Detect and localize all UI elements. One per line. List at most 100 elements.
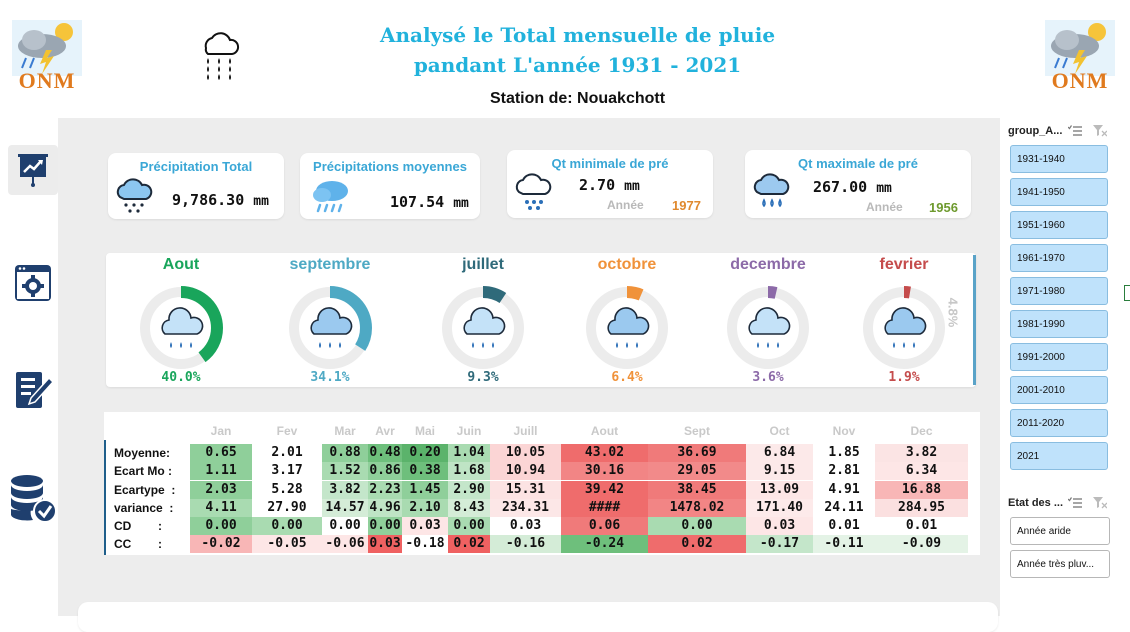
row-label: Ecart Mo :: [114, 464, 173, 478]
month-name: Aout: [162, 256, 200, 273]
gauge-arc: [726, 286, 810, 370]
monthly-share-card: 4.8%: [106, 253, 976, 387]
slicer-title-etat: Etat des ...: [1008, 497, 1064, 509]
slicer-item-1961-1970[interactable]: 1961-1970: [1010, 244, 1108, 272]
clear-filter-icon[interactable]: [1093, 496, 1108, 514]
table-cell: 16.88: [875, 481, 968, 499]
table-cell: 3.17: [252, 462, 322, 480]
slicer-item-1981-1990[interactable]: 1981-1990: [1010, 310, 1108, 338]
month-percentage: 3.6%: [752, 370, 784, 385]
kpi-card-mean: Précipitations moyennes 107.54 mm: [300, 153, 480, 219]
table-cell: 0.00: [648, 517, 746, 535]
table-cell: 0.65: [190, 444, 252, 462]
kpi-value: 2.70 mm: [579, 176, 640, 194]
table-cell: 1.04: [448, 444, 490, 462]
table-cell: 234.31: [490, 499, 561, 517]
month-name: octobre: [597, 256, 657, 273]
table-cell: 2.23: [368, 481, 402, 499]
kpi-card-min: Qt minimale de pré 2.70 mm Année 1977: [507, 150, 713, 218]
slicer-options-icon[interactable]: [1067, 124, 1082, 142]
table-cell: 13.09: [746, 481, 813, 499]
column-header: Aout: [590, 424, 619, 438]
table-cell: 1.68: [448, 462, 490, 480]
nav-settings-button[interactable]: [8, 258, 58, 308]
month-name: decembre: [730, 256, 806, 273]
logo-text: ONM: [18, 68, 76, 93]
table-cell: 39.42: [561, 481, 648, 499]
gauge-arc: [862, 286, 946, 370]
month-percentage: 6.4%: [611, 370, 643, 385]
month-gauge: [288, 286, 372, 370]
column-header: Mai: [414, 424, 435, 438]
rain-cloud-icon: [116, 178, 153, 213]
kpi-value: 107.54 mm: [390, 193, 469, 211]
table-cell: 0.03: [746, 517, 813, 535]
kpi-year: 1956: [929, 200, 958, 215]
slicer-item-2011-2020[interactable]: 2011-2020: [1010, 409, 1108, 437]
month-name: fevrier: [879, 256, 929, 273]
kpi-year-label: Année: [607, 198, 644, 212]
nav-dashboard-button[interactable]: [8, 145, 58, 195]
table-cell: 1.85: [813, 444, 875, 462]
table-cell: 284.95: [875, 499, 968, 517]
table-cell: 0.38: [402, 462, 448, 480]
table-cell: -0.11: [813, 535, 875, 553]
slicer-item-2021[interactable]: 2021: [1010, 442, 1108, 470]
weather-logo-icon: [1045, 20, 1115, 76]
month-percentage: 40.0%: [161, 370, 201, 385]
slicer-item-2001-2010[interactable]: 2001-2010: [1010, 376, 1108, 404]
column-header: Avr: [375, 424, 395, 438]
slicer-item-1991-2000[interactable]: 1991-2000: [1010, 343, 1108, 371]
table-cell: 2.10: [402, 499, 448, 517]
rain-cloud-icon: [310, 307, 353, 348]
column-header: Nov: [832, 424, 856, 438]
gauge-arc: [288, 286, 372, 370]
card-divider: [973, 255, 976, 385]
table-cell: 0.86: [368, 462, 402, 480]
slicer-item-etat-0[interactable]: Année aride: [1010, 517, 1110, 545]
table-cell: 3.82: [322, 481, 368, 499]
table-cell: 0.01: [813, 517, 875, 535]
column-header: Juill: [513, 424, 538, 438]
slicer-item-1971-1980[interactable]: 1971-1980: [1010, 277, 1108, 305]
month-gauge: [585, 286, 669, 370]
rain-cloud-icon: [607, 307, 650, 348]
slicer-item-1931-1940[interactable]: 1931-1940: [1010, 145, 1108, 173]
slicer-item-1941-1950[interactable]: 1941-1950: [1010, 178, 1108, 206]
slicer-item-etat-1[interactable]: Année très pluv...: [1010, 550, 1110, 578]
table-cell: -0.18: [402, 535, 448, 553]
nav-database-button[interactable]: [8, 473, 58, 523]
month-gauge: [726, 286, 810, 370]
slicer-options-icon[interactable]: [1067, 496, 1082, 514]
kpi-card-total: Précipitation Total 9,786.30 mm: [108, 153, 284, 219]
onm-logo-left: ONM: [12, 20, 82, 94]
row-label: CD :: [114, 519, 162, 533]
kpi-title: Qt minimale de pré: [551, 156, 669, 171]
table-cell: 2.03: [190, 481, 252, 499]
column-header: Sept: [683, 424, 710, 438]
nav-edit-button[interactable]: [8, 365, 58, 415]
rain-cloud-icon: [198, 30, 240, 87]
table-cell: 0.20: [402, 444, 448, 462]
table-cell: -0.09: [875, 535, 968, 553]
table-cell: 8.43: [448, 499, 490, 517]
table-cell: 15.31: [490, 481, 561, 499]
kpi-unit: mm: [624, 179, 640, 194]
logo-text: ONM: [1051, 68, 1109, 93]
kpi-value: 267.00 mm: [813, 178, 892, 196]
gauge-arc: [585, 286, 669, 370]
table-cell: 0.03: [402, 517, 448, 535]
table-cell: 10.94: [490, 462, 561, 480]
scroll-indicator: [1124, 285, 1130, 301]
clear-filter-icon[interactable]: [1093, 124, 1108, 142]
gauge-arc: [441, 286, 525, 370]
table-cell: 38.45: [648, 481, 746, 499]
rain-cloud-icon: [515, 173, 552, 210]
row-label: variance :: [114, 501, 174, 515]
table-cell: 1.11: [190, 462, 252, 480]
kpi-unit: mm: [253, 194, 269, 209]
column-header: Juin: [456, 424, 482, 438]
table-cell: 4.91: [813, 481, 875, 499]
slicer-item-1951-1960[interactable]: 1951-1960: [1010, 211, 1108, 239]
month-percentage: 9.3%: [467, 370, 499, 385]
